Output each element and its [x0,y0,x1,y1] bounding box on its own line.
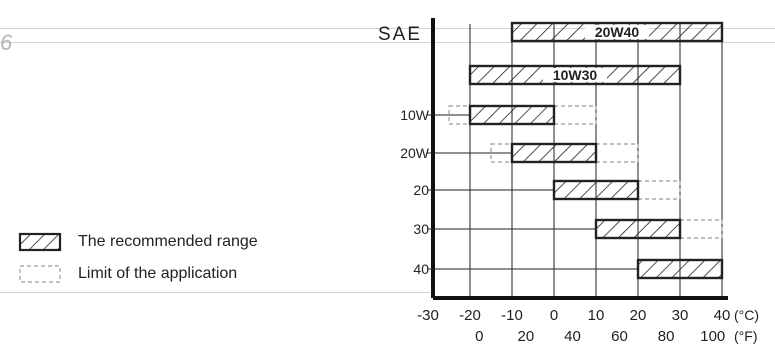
x-tick-label-fahrenheit: 0 [475,328,483,345]
recommended-range-bar [636,258,724,280]
x-tick-label-celsius: 40 [714,307,731,324]
x-tick-label-celsius: 10 [588,307,605,324]
legend-limit-label: Limit of the application [78,265,238,282]
x-unit-fahrenheit: (°F) [734,328,757,344]
x-tick-label-fahrenheit: 20 [518,328,535,345]
x-tick-label-celsius: 20 [630,307,647,324]
x-tick-label-celsius: 0 [550,307,558,324]
hatched-swatch-icon [18,232,62,252]
legend-limit: Limit of the application [18,264,237,284]
bar-label-background [585,25,649,39]
x-tick-label-fahrenheit: 60 [611,328,628,345]
y-axis-title: SAE [378,24,422,45]
limit-range-box [553,105,597,125]
recommended-range-bar [594,218,682,240]
grade-label: 20 [413,182,429,198]
x-tick-label-fahrenheit: 100 [700,328,725,345]
grade-label: 30 [413,221,429,237]
grade-label: 20W [400,145,430,161]
limit-range-box [679,219,723,239]
limit-range-box [637,180,681,200]
recommended-range-bar [552,179,640,201]
x-unit-celsius: (°C) [734,307,759,323]
grade-label: 10W [400,107,430,123]
x-tick-label-celsius: -10 [501,307,523,324]
legend-recommended-label: The recommended range [78,233,258,250]
legend-recommended: The recommended range [18,232,258,252]
header-rule [0,28,775,29]
header-rule-lower [0,42,775,43]
recommended-range-bar [510,142,598,164]
grade-label: 40 [413,261,429,277]
x-tick-label-fahrenheit: 80 [658,328,675,345]
bar-label-background [543,68,607,82]
grade-label: 20W40 [595,24,640,40]
limit-range-box [595,143,639,163]
x-tick-label-celsius: -20 [459,307,481,324]
x-tick-label-celsius: 30 [672,307,689,324]
grade-label: 10W30 [553,67,598,83]
recommended-range-bar [468,104,556,126]
x-tick-label-fahrenheit: 40 [564,328,581,345]
footer-rule [0,292,430,293]
page-number: 6 [0,30,13,55]
x-tick-label-celsius: -30 [417,307,439,324]
